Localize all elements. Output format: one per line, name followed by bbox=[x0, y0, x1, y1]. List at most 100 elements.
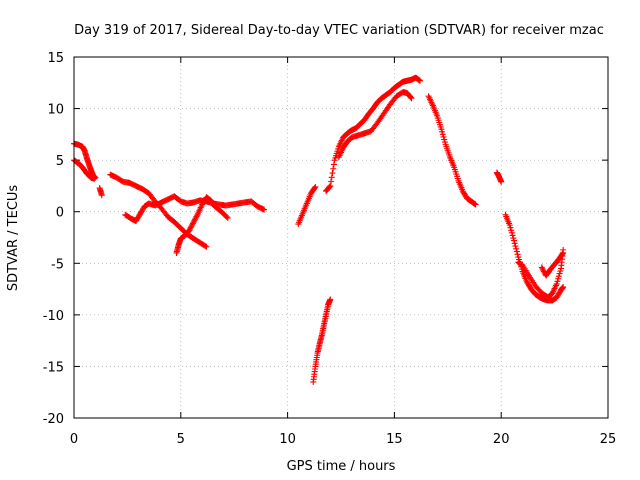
data-point bbox=[511, 240, 518, 247]
data-point bbox=[560, 249, 567, 256]
data-point bbox=[555, 273, 562, 280]
data-point bbox=[329, 170, 336, 177]
data-point bbox=[510, 235, 517, 242]
data-point bbox=[407, 94, 414, 101]
data-point bbox=[512, 243, 519, 250]
data-point bbox=[261, 206, 268, 213]
data-point bbox=[192, 216, 199, 223]
series-arc-12 bbox=[493, 169, 505, 185]
data-point bbox=[189, 220, 196, 227]
data-point bbox=[223, 213, 230, 220]
data-point bbox=[439, 128, 446, 135]
series-arc-4 bbox=[107, 171, 210, 250]
series-arc-9 bbox=[323, 74, 424, 195]
x-tick-label: 25 bbox=[600, 432, 617, 447]
data-point bbox=[441, 136, 448, 143]
y-axis-label: SDTVAR / TECUs bbox=[6, 185, 21, 292]
data-point bbox=[538, 264, 545, 271]
data-point bbox=[187, 225, 194, 232]
y-tick-label: 10 bbox=[47, 103, 64, 118]
y-tick-label: -5 bbox=[51, 257, 64, 272]
y-tick-label: 0 bbox=[56, 206, 64, 221]
x-tick-label: 5 bbox=[177, 432, 185, 447]
y-tick-label: 5 bbox=[56, 154, 64, 169]
data-point bbox=[539, 265, 546, 272]
data-point bbox=[193, 213, 200, 220]
data-point bbox=[513, 248, 520, 255]
data-point bbox=[441, 139, 448, 146]
data-point bbox=[327, 296, 334, 303]
x-tick-label: 20 bbox=[493, 432, 510, 447]
data-point bbox=[554, 278, 561, 285]
x-tick-label: 0 bbox=[70, 432, 78, 447]
data-point bbox=[98, 192, 105, 199]
data-point bbox=[507, 224, 514, 231]
series-arc-7 bbox=[295, 183, 319, 228]
data-point bbox=[328, 174, 335, 181]
data-point bbox=[330, 161, 337, 168]
data-point bbox=[326, 183, 333, 190]
data-point bbox=[187, 224, 194, 231]
series-arc-10 bbox=[335, 89, 415, 161]
data-point bbox=[540, 267, 547, 274]
data-point bbox=[513, 245, 520, 252]
tick-labels: 0 5 10 15 20 25 -20 -15 -10 -5 0 5 10 15 bbox=[43, 51, 617, 447]
ticks bbox=[73, 56, 609, 419]
data-point bbox=[191, 217, 198, 224]
data-point bbox=[203, 243, 210, 250]
data-point bbox=[560, 284, 567, 291]
series-arc-6 bbox=[173, 194, 231, 256]
data-point bbox=[91, 175, 98, 182]
data-point bbox=[190, 219, 197, 226]
data-point bbox=[330, 165, 337, 172]
data-point bbox=[506, 222, 513, 229]
x-tick-label: 10 bbox=[279, 432, 296, 447]
series-arc-11 bbox=[425, 93, 479, 208]
y-tick-label: -10 bbox=[43, 309, 64, 324]
data-point bbox=[192, 214, 199, 221]
data-point bbox=[312, 183, 319, 190]
data-point bbox=[439, 131, 446, 138]
chart-title: Day 319 of 2017, Sidereal Day-to-day VTE… bbox=[74, 23, 604, 38]
data-point bbox=[327, 182, 334, 189]
data-point bbox=[188, 223, 195, 230]
series-arc-14 bbox=[515, 246, 567, 301]
y-tick-label: -15 bbox=[43, 360, 64, 375]
series-arc-3 bbox=[96, 184, 105, 199]
data-point bbox=[194, 212, 201, 219]
data-point bbox=[440, 133, 447, 140]
grid bbox=[74, 57, 608, 418]
data-point bbox=[559, 251, 566, 258]
data-point bbox=[508, 227, 515, 234]
data-point bbox=[472, 201, 479, 208]
series-arc-2 bbox=[71, 157, 98, 182]
y-tick-label: -20 bbox=[43, 412, 64, 427]
data-point bbox=[553, 280, 560, 287]
data-points bbox=[71, 74, 567, 385]
data-point bbox=[514, 251, 521, 258]
data-point bbox=[417, 77, 424, 84]
data-point bbox=[186, 227, 193, 234]
data-point bbox=[511, 237, 518, 244]
series-arc-8 bbox=[310, 296, 334, 385]
data-point bbox=[408, 95, 415, 102]
data-point bbox=[557, 268, 564, 275]
plot-frame bbox=[73, 56, 609, 419]
x-tick-label: 15 bbox=[386, 432, 403, 447]
data-point bbox=[498, 178, 505, 185]
series-arc-15 bbox=[538, 249, 567, 279]
data-point bbox=[509, 232, 516, 239]
data-point bbox=[224, 214, 231, 221]
data-point bbox=[438, 126, 445, 133]
data-point bbox=[508, 229, 515, 236]
x-axis-label: GPS time / hours bbox=[287, 459, 396, 474]
data-point bbox=[556, 270, 563, 277]
y-tick-label: 15 bbox=[47, 51, 64, 66]
data-point bbox=[311, 184, 318, 191]
series-arc-5 bbox=[122, 193, 268, 224]
data-point bbox=[202, 243, 209, 250]
data-point bbox=[328, 178, 335, 185]
data-point bbox=[189, 221, 196, 228]
data-point bbox=[555, 275, 562, 282]
